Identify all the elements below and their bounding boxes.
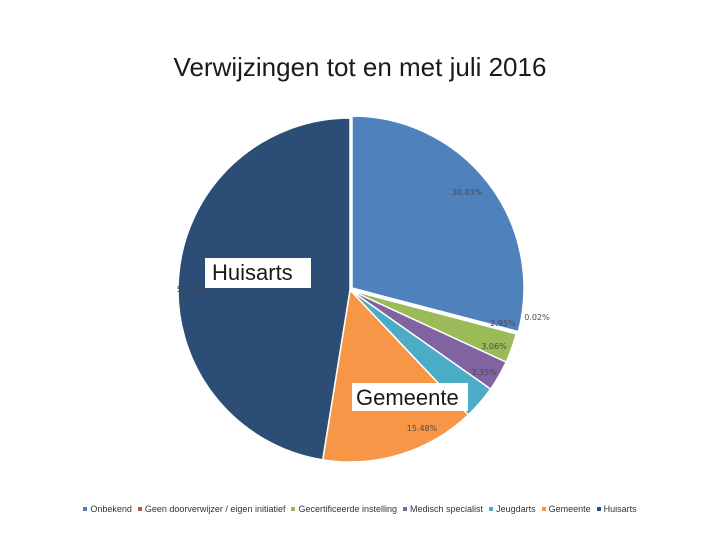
legend-label: Onbekend — [90, 504, 132, 514]
legend-swatch — [291, 507, 296, 511]
legend-item-jeugdarts: Jeugdarts — [489, 504, 536, 514]
legend-swatch — [489, 507, 494, 511]
callout-huisarts: Huisarts — [212, 260, 293, 285]
legend-item-gecertificeerde-instelling: Gecertificeerde instelling — [291, 504, 397, 514]
chart-title: Verwijzingen tot en met juli 2016 — [173, 52, 547, 82]
legend-item-onbekend: Onbekend — [83, 504, 132, 514]
data-label-gecertificeerde-instelling: 2.95% — [490, 319, 516, 328]
legend-swatch — [83, 507, 88, 511]
legend-swatch — [403, 507, 408, 511]
callout-box-huisarts — [205, 258, 311, 288]
legend-item-huisarts: Huisarts — [596, 504, 637, 514]
legend-label: Huisarts — [603, 504, 637, 514]
legend-swatch — [137, 507, 142, 511]
callout-box-gemeente — [352, 383, 468, 411]
data-label-geen-doorverwijzer-eigen-initiatief: 0.02% — [524, 313, 550, 322]
callout-gemeente: Gemeente — [356, 385, 459, 410]
legend-label: Jeugdarts — [496, 504, 536, 514]
data-label-jeugdarts: 3.35% — [471, 368, 497, 377]
legend-label: Gemeente — [548, 504, 591, 514]
pie-chart: 30.83% 0.02% 2.95% 3.06% 3.35% 15.48% 50.31% Hu… — [177, 115, 550, 463]
legend-swatch — [541, 507, 546, 511]
pie-slice-gemeente — [321, 288, 470, 463]
legend-label: Gecertificeerde instelling — [298, 504, 398, 514]
data-label-onbekend: 30.83% — [452, 188, 483, 197]
legend-item-medisch-specialist: Medisch specialist — [403, 504, 483, 514]
data-label-medisch-specialist: 3.06% — [481, 342, 507, 351]
legend-item-geen-doorverwijzer-eigen-initiatief: Geen doorverwijzer / eigen initiatief — [137, 504, 286, 514]
legend-swatch — [596, 507, 601, 511]
legend: Onbekend Geen doorverwijzer / eigen initi… — [0, 504, 720, 514]
pie-slice-onbekend — [351, 115, 525, 333]
pie-slice-huisarts — [177, 117, 351, 461]
data-label-gemeente: 15.48% — [407, 424, 438, 433]
legend-label: Geen doorverwijzer / eigen initiatief — [144, 504, 286, 514]
legend-label: Medisch specialist — [410, 504, 484, 514]
legend-item-gemeente: Gemeente — [541, 504, 591, 514]
data-label-huisarts: 50.31% — [177, 285, 208, 294]
